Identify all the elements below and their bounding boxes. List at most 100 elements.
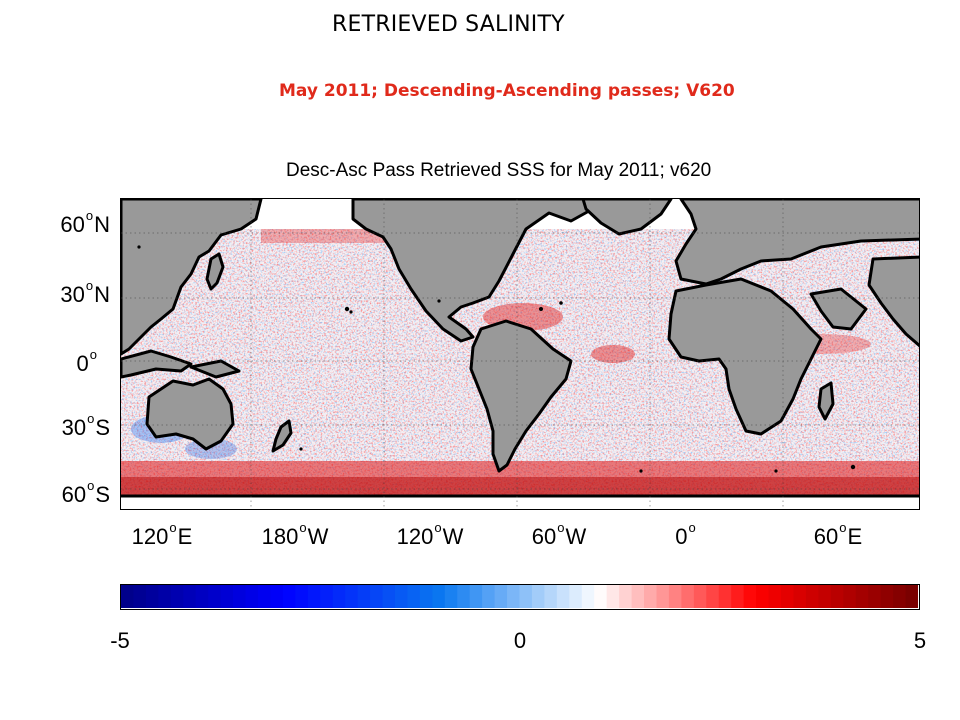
lon-label-60e: 60oE: [813, 520, 863, 549]
land-north-america: [351, 199, 593, 343]
colorbar-step: [855, 585, 869, 608]
land-arabia: [809, 287, 868, 331]
land-indonesia: [121, 349, 193, 379]
land-madagascar: [817, 381, 835, 421]
colorbar-step: [370, 585, 384, 608]
lat-label-0: 0o: [76, 347, 97, 376]
colorbar-step: [756, 585, 770, 608]
colorbar-step: [556, 585, 570, 608]
lat-label-30n: 30oN: [60, 278, 110, 307]
colorbar-step: [544, 585, 558, 608]
colorbar-step: [469, 585, 483, 608]
lon-label-180w: 180oW: [261, 520, 329, 549]
colorbar-step: [619, 585, 633, 608]
colorbar-step: [606, 585, 620, 608]
colorbar-step: [233, 585, 247, 608]
colorbar-step: [444, 585, 458, 608]
lat-label-60s: 60oS: [61, 478, 110, 507]
colorbar-step: [656, 585, 670, 608]
colorbar-step: [482, 585, 496, 608]
colorbar-step: [818, 585, 832, 608]
land-new-guinea: [189, 359, 241, 379]
lat-label-30s: 30oS: [61, 411, 110, 440]
lon-label-60w: 60oW: [531, 520, 587, 549]
colorbar-step: [357, 585, 371, 608]
colorbar: [120, 584, 920, 610]
colorbar-step: [768, 585, 782, 608]
antarctic-region: [121, 497, 919, 509]
colorbar-step: [893, 585, 907, 608]
colorbar-min-label: -5: [110, 628, 130, 653]
colorbar-step: [706, 585, 720, 608]
land-japan: [205, 252, 225, 291]
colorbar-step: [295, 585, 309, 608]
map-canvas: [121, 199, 919, 509]
colorbar-step: [880, 585, 894, 608]
colorbar-step: [332, 585, 346, 608]
colorbar-step: [270, 585, 284, 608]
colorbar-step: [805, 585, 819, 608]
land-south-america: [469, 319, 573, 473]
colorbar-step: [158, 585, 172, 608]
colorbar-mid-label: 0: [513, 628, 527, 653]
lat-label-60n: 60oN: [60, 208, 110, 237]
colorbar-step: [743, 585, 757, 608]
colorbar-step: [320, 585, 334, 608]
colorbar-step: [121, 585, 135, 608]
colorbar-step: [282, 585, 296, 608]
lon-label-0: 0o: [675, 520, 696, 549]
colorbar-step: [133, 585, 147, 608]
colorbar-step: [419, 585, 433, 608]
colorbar-step: [220, 585, 234, 608]
graticule: [121, 199, 919, 509]
colorbar-step: [644, 585, 658, 608]
land-greenland: [581, 199, 673, 236]
lon-label-120e: 120oE: [131, 520, 193, 549]
colorbar-step: [145, 585, 159, 608]
colorbar-step: [781, 585, 795, 608]
colorbar-step: [569, 585, 583, 608]
colorbar-step: [245, 585, 259, 608]
colorbar-step: [307, 585, 321, 608]
colorbar-step: [407, 585, 421, 608]
colorbar-step: [382, 585, 396, 608]
colorbar-step: [195, 585, 209, 608]
colorbar-step: [581, 585, 595, 608]
land-africa: [667, 277, 823, 436]
colorbar-step: [905, 585, 918, 608]
colorbar-step: [731, 585, 745, 608]
land-australia: [145, 377, 235, 451]
colorbar-gradient: [121, 585, 918, 608]
colorbar-step: [394, 585, 409, 608]
colorbar-step: [631, 585, 645, 608]
colorbar-step: [208, 585, 222, 608]
map-title: Desc-Asc Pass Retrieved SSS for May 2011…: [286, 160, 712, 181]
land-europe: [674, 199, 919, 286]
colorbar-step: [830, 585, 844, 608]
colorbar-step: [594, 585, 608, 608]
land-india: [867, 255, 919, 348]
colorbar-step: [507, 585, 521, 608]
colorbar-step: [183, 585, 197, 608]
colorbar-step: [519, 585, 533, 608]
lon-label-120w: 120oW: [396, 520, 464, 549]
colorbar-step: [668, 585, 682, 608]
islands: [137, 245, 856, 473]
land-asia-east: [121, 199, 263, 356]
colorbar-step: [345, 585, 359, 608]
colorbar-step: [681, 585, 695, 608]
colorbar-step: [432, 585, 446, 608]
colorbar-step: [457, 585, 471, 608]
colorbar-step: [170, 585, 184, 608]
salinity-map: [120, 198, 920, 510]
colorbar-step: [843, 585, 857, 608]
colorbar-step: [257, 585, 272, 608]
slide-title: RETRIEVED SALINITY: [332, 12, 565, 37]
slide-subtitle: May 2011; Descending-Ascending passes; V…: [279, 81, 735, 101]
colorbar-step: [868, 585, 882, 608]
colorbar-step: [494, 585, 508, 608]
land-new-zealand: [271, 419, 293, 453]
colorbar-max-label: 5: [913, 628, 927, 653]
colorbar-step: [718, 585, 732, 608]
colorbar-step: [531, 585, 545, 608]
